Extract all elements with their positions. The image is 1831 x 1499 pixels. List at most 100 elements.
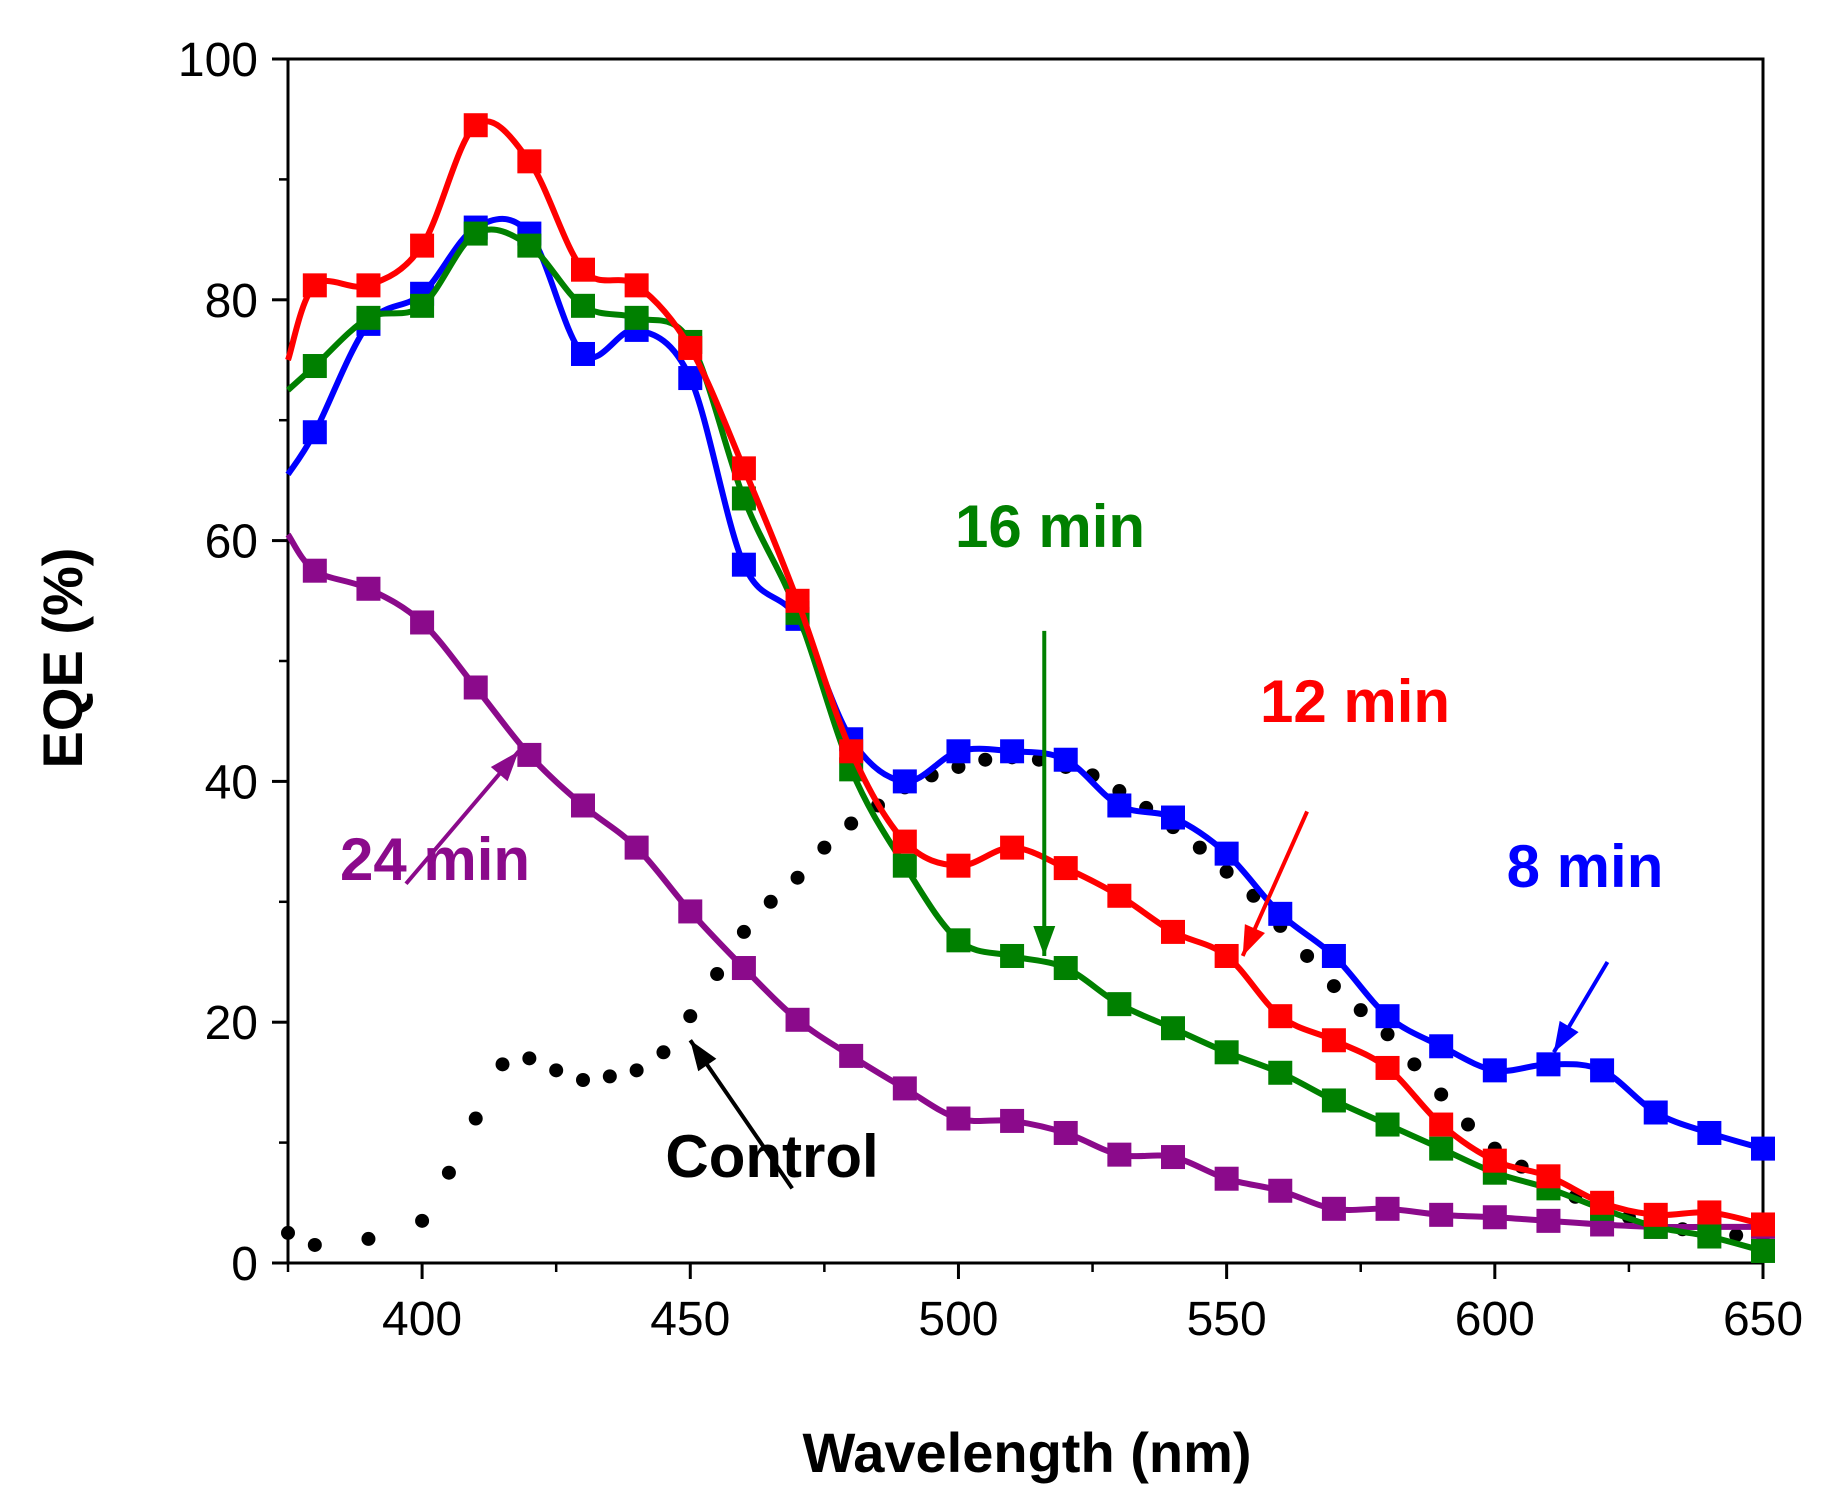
control-arrowhead [690, 1040, 717, 1072]
control-dot [602, 1069, 617, 1084]
24-min-marker [1161, 1145, 1185, 1170]
control-label: Control [665, 1123, 878, 1190]
x-tick-label: 650 [1723, 1293, 1803, 1346]
12-min-marker [1053, 856, 1078, 881]
12-min-marker [410, 233, 435, 258]
8-min-marker [1429, 1034, 1454, 1059]
x-tick-label: 400 [382, 1293, 462, 1346]
control-dot [1434, 1087, 1449, 1102]
8-min-arrowhead [1553, 1020, 1579, 1053]
24-min-marker [785, 1007, 810, 1032]
24-min-marker [1321, 1196, 1346, 1221]
12-min-marker [571, 257, 595, 282]
12-min-marker [1429, 1112, 1454, 1137]
12-min-marker [785, 588, 810, 613]
control-dot [1407, 1057, 1422, 1072]
plot-border [286, 57, 1765, 1265]
16-min-marker [1214, 1040, 1239, 1065]
12-min-marker [1268, 1004, 1293, 1029]
8-min-marker [571, 341, 595, 366]
annotation-24-min: 24 min [340, 750, 530, 893]
x-tick-label: 450 [650, 1293, 730, 1346]
8-min-marker [731, 552, 756, 577]
12-min-marker [1321, 1028, 1346, 1053]
y-tick-label: 100 [178, 34, 258, 87]
series-layer [281, 113, 1775, 1263]
16-min-marker [1053, 956, 1078, 981]
control-dot [468, 1111, 483, 1126]
control-dot [1300, 948, 1315, 963]
x-tick-label: 600 [1455, 1293, 1535, 1346]
24-min-marker [946, 1106, 971, 1131]
12-min-marker [1214, 943, 1239, 968]
8-min-marker [1107, 793, 1132, 818]
12-min-marker [1161, 919, 1185, 944]
control-dot [683, 1009, 698, 1024]
24-min-label: 24 min [340, 826, 530, 893]
y-axis-title: EQE (%) [31, 548, 94, 769]
8-min-marker [946, 739, 971, 764]
24-min-marker [1536, 1208, 1561, 1233]
12-min-marker [892, 829, 917, 854]
control-dot [361, 1231, 376, 1246]
24-min-marker [571, 793, 595, 818]
series-12-min [285, 113, 1775, 1237]
24-min-marker [678, 899, 703, 924]
16-min-marker [1268, 1060, 1293, 1085]
8-min-marker [1643, 1100, 1668, 1125]
12-min-marker [1590, 1190, 1615, 1215]
16-min-marker [463, 221, 488, 246]
12-min-marker [1375, 1055, 1400, 1080]
12-min-label: 12 min [1260, 668, 1450, 735]
8-min-marker [1697, 1120, 1722, 1145]
16-min-marker [1000, 943, 1025, 968]
y-tick-label: 80 [205, 275, 258, 328]
16-min-label: 16 min [955, 493, 1145, 560]
control-dot [844, 816, 859, 831]
24-min-marker [302, 558, 327, 583]
annotation-layer: 16 min 12 min 8 min 24 min Control [340, 493, 1663, 1190]
12-min-marker [839, 739, 864, 764]
12-min-marker [1107, 883, 1132, 908]
annotation-16-min: 16 min [955, 493, 1145, 956]
16-min-marker [1751, 1238, 1775, 1263]
12-min-marker [1751, 1212, 1775, 1237]
8-min-marker [1751, 1136, 1775, 1161]
8-min-marker [1161, 805, 1185, 830]
12-min-marker [517, 149, 542, 174]
8-min-marker [1268, 901, 1293, 926]
12-min-marker [624, 273, 649, 298]
16-min-marker [517, 233, 542, 258]
control-dot [1192, 840, 1207, 855]
control-dot [790, 870, 805, 885]
control-dot [281, 1225, 295, 1240]
16-min-marker [356, 305, 381, 330]
control-dot [763, 894, 778, 909]
control-dot [549, 1063, 564, 1078]
8-min-marker [1590, 1058, 1615, 1083]
24-min-marker [1375, 1196, 1400, 1221]
y-tick-label: 0 [231, 1238, 258, 1291]
12-min-arrowhead [1242, 924, 1265, 956]
24-min-marker [1429, 1202, 1454, 1227]
control-dot [1461, 1117, 1475, 1132]
12-min-marker [1482, 1148, 1507, 1173]
control-dot [656, 1045, 671, 1060]
16-min-line [285, 226, 1764, 1254]
16-min-marker [624, 305, 649, 330]
24-min-marker [1053, 1120, 1078, 1145]
y-tick-label: 40 [205, 756, 258, 809]
8-min-marker [1000, 739, 1025, 764]
24-min-marker [839, 1043, 864, 1068]
16-min-marker [571, 293, 595, 318]
8-min-marker [1214, 841, 1239, 866]
16-min-marker [1429, 1136, 1454, 1161]
control-dot [1326, 979, 1341, 994]
control-dot [951, 759, 966, 774]
control-dot [1353, 1003, 1368, 1018]
8-min-label: 8 min [1507, 833, 1664, 900]
control-dot [629, 1063, 644, 1078]
control-dot [1219, 864, 1234, 879]
axis-ticks [272, 57, 1765, 1279]
y-tick-label: 60 [205, 516, 258, 569]
